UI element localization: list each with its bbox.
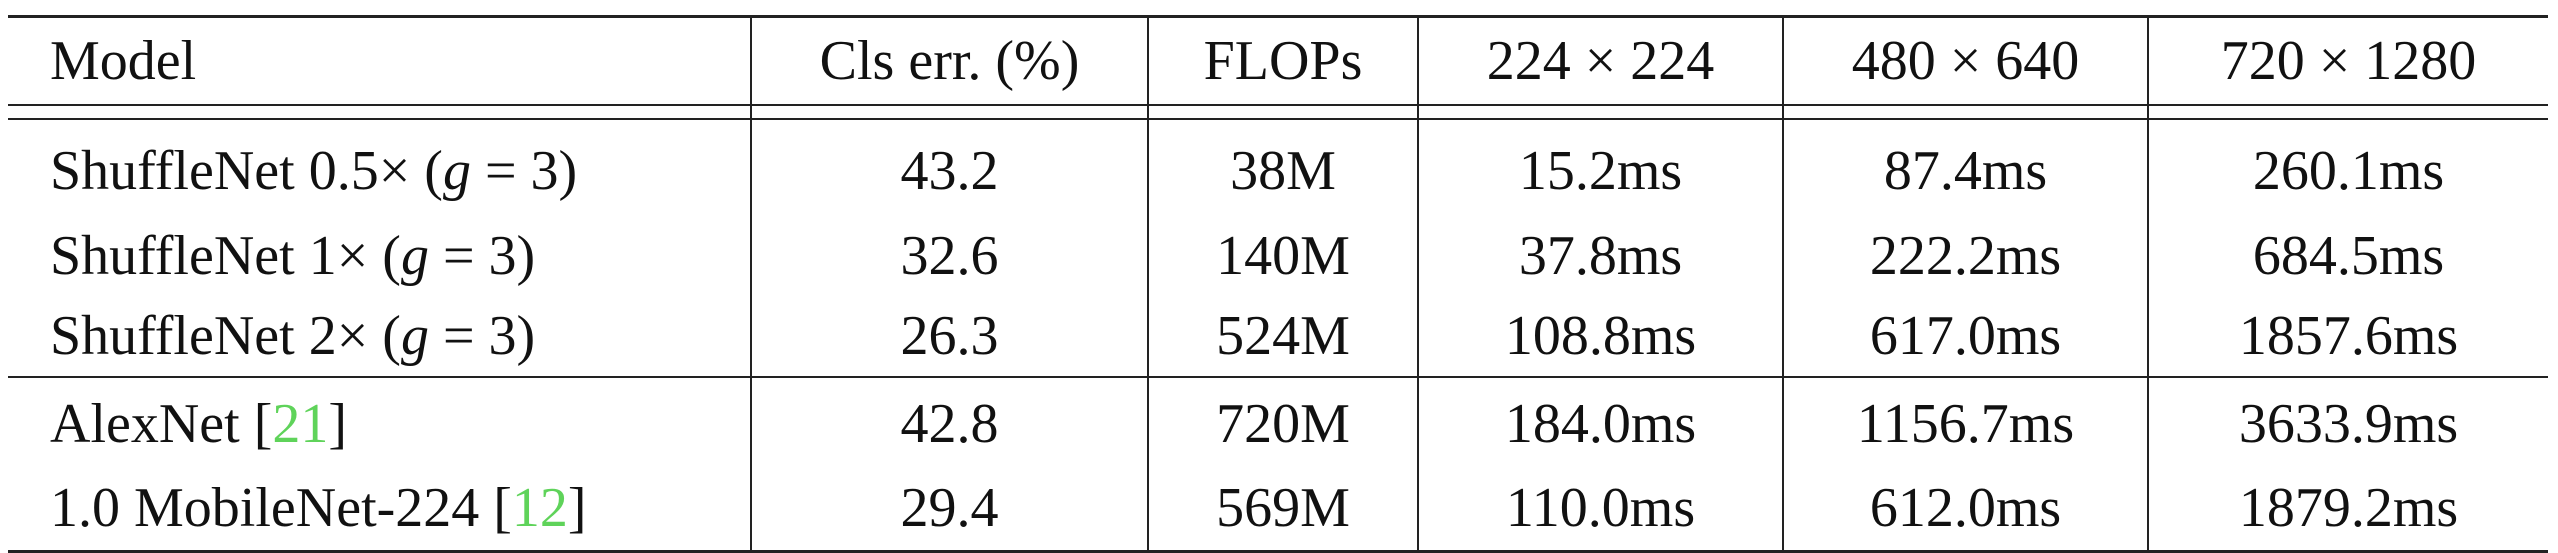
- model-name: ShuffleNet 0.5× (g = 3): [50, 140, 578, 202]
- cls-err-cell: 42.8: [750, 376, 1148, 466]
- table-row: 1.0 MobileNet-224 [12] 29.4 569M 110.0ms…: [8, 466, 2548, 553]
- citation-link[interactable]: 12: [511, 477, 568, 539]
- results-table-container: Model Cls err. (%) FLOPs 224 × 224 480 ×…: [8, 15, 2548, 553]
- cls-err-cell: 29.4: [750, 466, 1148, 553]
- cls-err-cell: 26.3: [750, 296, 1148, 377]
- header-model: Model: [8, 15, 751, 105]
- time-224-cell: 108.8ms: [1417, 296, 1783, 377]
- flops-cell: 140M: [1147, 216, 1418, 296]
- results-table: Model Cls err. (%) FLOPs 224 × 224 480 ×…: [8, 15, 2548, 553]
- header-row: Model Cls err. (%) FLOPs 224 × 224 480 ×…: [8, 15, 2548, 105]
- model-name: AlexNet [21]: [8, 376, 751, 466]
- time-480-cell: 87.4ms: [1782, 119, 2148, 216]
- flops-cell: 569M: [1147, 466, 1418, 553]
- model-name: 1.0 MobileNet-224 [12]: [8, 466, 751, 553]
- header-cls-err: Cls err. (%): [750, 15, 1148, 105]
- time-224-cell: 37.8ms: [1417, 216, 1783, 296]
- flops-cell: 38M: [1147, 119, 1418, 216]
- model-name: ShuffleNet 2× (g = 3): [50, 305, 536, 367]
- time-480-cell: 222.2ms: [1782, 216, 2148, 296]
- table-row: ShuffleNet 1× (g = 3) 32.6 140M 37.8ms 2…: [8, 216, 2548, 296]
- time-480-cell: 612.0ms: [1782, 466, 2148, 553]
- shufflenet-group: ShuffleNet 0.5× (g = 3) 43.2 38M 15.2ms …: [8, 119, 2548, 377]
- header-480x640: 480 × 640: [1782, 15, 2148, 105]
- flops-cell: 524M: [1147, 296, 1418, 377]
- model-name: ShuffleNet 1× (g = 3): [50, 225, 536, 287]
- baseline-group: AlexNet [21] 42.8 720M 184.0ms 1156.7ms …: [8, 376, 2548, 553]
- header-flops: FLOPs: [1147, 15, 1418, 105]
- table-row: ShuffleNet 0.5× (g = 3) 43.2 38M 15.2ms …: [8, 119, 2548, 216]
- time-720-cell: 260.1ms: [2147, 119, 2548, 216]
- table-row: ShuffleNet 2× (g = 3) 26.3 524M 108.8ms …: [8, 296, 2548, 377]
- flops-cell: 720M: [1147, 376, 1418, 466]
- header-720x1280: 720 × 1280: [2147, 15, 2548, 105]
- time-480-cell: 617.0ms: [1782, 296, 2148, 377]
- time-720-cell: 684.5ms: [2147, 216, 2548, 296]
- header-224x224: 224 × 224: [1417, 15, 1783, 105]
- time-224-cell: 110.0ms: [1417, 466, 1783, 553]
- time-224-cell: 184.0ms: [1417, 376, 1783, 466]
- time-480-cell: 1156.7ms: [1782, 376, 2148, 466]
- cls-err-cell: 43.2: [750, 119, 1148, 216]
- table-row: AlexNet [21] 42.8 720M 184.0ms 1156.7ms …: [8, 376, 2548, 466]
- time-720-cell: 1857.6ms: [2147, 296, 2548, 377]
- time-224-cell: 15.2ms: [1417, 119, 1783, 216]
- time-720-cell: 1879.2ms: [2147, 466, 2548, 553]
- citation-link[interactable]: 21: [272, 393, 329, 455]
- header-double-rule: [8, 104, 2548, 120]
- time-720-cell: 3633.9ms: [2147, 376, 2548, 466]
- cls-err-cell: 32.6: [750, 216, 1148, 296]
